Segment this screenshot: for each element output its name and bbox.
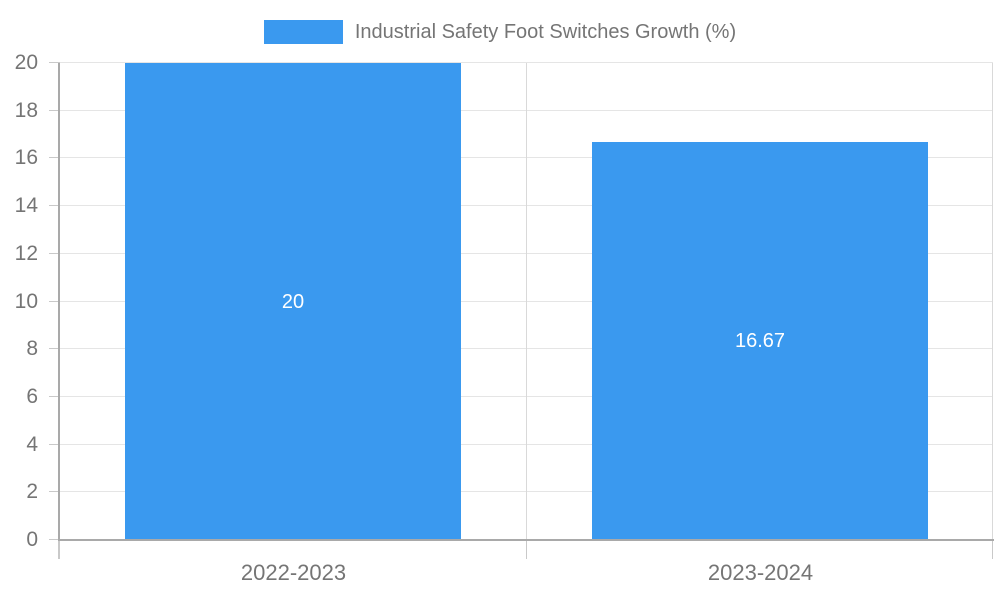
- y-tick: [49, 491, 60, 492]
- y-tick: [49, 62, 60, 63]
- y-axis-label: 20: [14, 51, 38, 74]
- y-tick: [49, 253, 60, 254]
- y-tick: [49, 110, 60, 111]
- y-axis-label: 10: [14, 290, 38, 313]
- legend-swatch: [263, 20, 343, 44]
- chart-legend: Industrial Safety Foot Switches Growth (…: [0, 18, 1000, 46]
- legend-label: Industrial Safety Foot Switches Growth (…: [354, 20, 737, 43]
- y-tick: [49, 157, 60, 158]
- x-axis-label: 2023-2024: [707, 560, 814, 585]
- y-axis-label: 14: [14, 194, 38, 217]
- x-gridline: [992, 63, 993, 540]
- x-axis-label: 2022-2023: [240, 560, 347, 585]
- x-tick: [992, 541, 993, 559]
- bar: [125, 63, 461, 539]
- y-tick: [49, 205, 60, 206]
- bar-value-label: 20: [281, 291, 305, 313]
- y-tick: [49, 396, 60, 397]
- y-axis-label: 18: [14, 99, 38, 122]
- y-tick: [49, 444, 60, 445]
- x-gridline: [526, 63, 527, 540]
- y-axis-line: [58, 63, 60, 541]
- y-tick: [49, 539, 60, 540]
- y-tick: [49, 301, 60, 302]
- y-axis-label: 0: [26, 528, 38, 551]
- x-axis-line: [58, 539, 994, 541]
- y-tick: [49, 348, 60, 349]
- x-tick: [526, 541, 527, 559]
- y-axis-label: 2: [26, 480, 38, 503]
- y-gridline: [60, 62, 993, 63]
- x-tick: [58, 541, 60, 559]
- y-axis-label: 8: [26, 337, 38, 360]
- bar: [592, 142, 928, 539]
- y-axis-label: 6: [26, 385, 38, 408]
- y-axis-label: 16: [14, 146, 38, 169]
- y-axis-label: 12: [14, 242, 38, 265]
- bar-value-label: 16.67: [734, 330, 786, 352]
- y-axis-label: 4: [26, 433, 38, 456]
